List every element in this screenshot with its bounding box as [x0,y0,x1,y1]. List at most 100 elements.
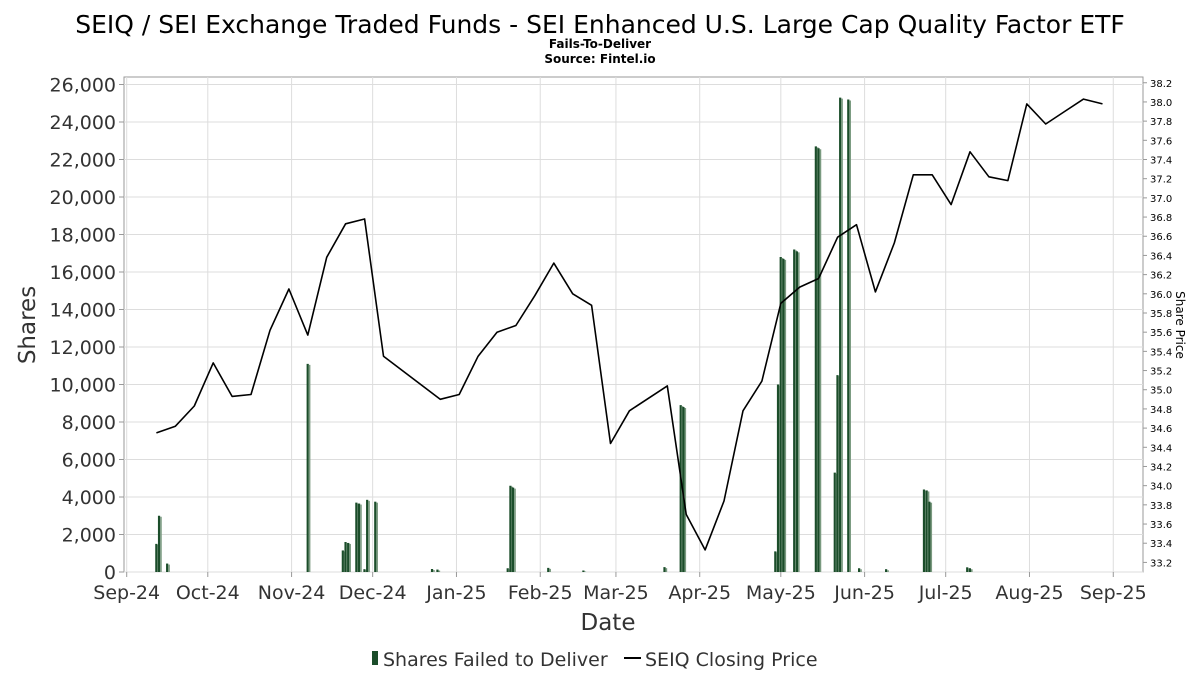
fails-bar [663,567,666,572]
fails-bar [509,485,512,572]
y-axis-label: Shares [15,286,41,364]
fails-bar [357,503,361,572]
x-tick-label: Jan-25 [425,582,486,604]
fails-bar-shade [819,149,822,572]
fails-bar [506,568,509,572]
legend: Shares Failed to Deliver SEIQ Closing Pr… [372,649,818,671]
y-tick-label: 0 [104,562,116,584]
fails-bar-shade [514,488,516,572]
y-tick-label: 24,000 [50,112,116,134]
y-tick-label: 12,000 [50,337,116,359]
fails-bar-shade [971,569,973,572]
fails-bar-shade [684,408,687,572]
y2-tick-label: 37.2 [1150,175,1172,186]
x-tick-label: Sep-25 [1080,582,1147,604]
fails-bar-shade [784,259,787,572]
chart-subtitle: Fails-To-Deliver [549,37,651,51]
y2-tick-label: 33.8 [1150,501,1172,512]
fails-bar-shade [368,500,370,572]
x-tick-label: Sep-24 [93,582,160,604]
x-tick-label: May-25 [746,582,816,604]
fails-bar [833,472,836,572]
fails-bar [782,258,785,572]
x-tick-label: Jul-25 [918,582,973,604]
fails-bar [363,569,366,572]
legend-fails-label: Shares Failed to Deliver [383,649,608,671]
fails-bar-shade [849,100,851,572]
y2-tick-label: 34.8 [1150,405,1172,416]
y2-tick-label: 37.6 [1150,136,1172,147]
y2-tick-label: 34.2 [1150,462,1172,473]
fails-bar [839,97,842,572]
y-tick-label: 8,000 [62,412,116,434]
y2-tick-label: 35.6 [1150,328,1172,339]
y-tick-label: 4,000 [62,487,116,509]
y-tick-label: 18,000 [50,225,116,247]
y2-tick-label: 36.4 [1150,251,1172,262]
fails-bar-shade [433,570,435,572]
fails-bar [682,407,685,572]
fails-bar-shade [308,364,311,572]
fails-bar [347,542,350,572]
fails-bar [344,542,347,572]
y2-tick-label: 38.2 [1150,79,1172,90]
legend-bar-swatch [372,651,378,665]
fails-bar [155,543,158,572]
fails-bar [928,501,931,572]
fails-bar [341,550,344,572]
fails-bar [547,567,550,572]
y2-tick-label: 35.8 [1150,309,1172,320]
fails-bar [793,249,796,572]
fails-bar [582,570,585,572]
fails-bar [679,405,682,572]
y-tick-label: 16,000 [50,262,116,284]
x-tick-label: Jun-25 [833,582,895,604]
y-tick-label: 22,000 [50,150,116,172]
x-tick-label: Nov-24 [258,582,326,604]
fails-bar [774,551,777,572]
y-tick-label: 26,000 [50,75,116,97]
fails-bar [166,563,169,572]
y2-tick-label: 37.8 [1150,117,1172,128]
fails-bar-shade [841,98,843,572]
fails-bar-shade [665,568,668,572]
y2-tick-label: 36.0 [1150,290,1172,301]
fails-bar [817,148,820,572]
y-tick-label: 6,000 [62,450,116,472]
fails-bar-shade [160,516,162,572]
fails-bar [157,515,161,572]
fails-bar-shade [168,564,170,572]
y2-tick-label: 35.0 [1150,386,1172,397]
fails-bar-shade [376,502,378,572]
chart-source: Source: Fintel.io [544,52,655,66]
fails-bar [795,251,799,572]
y2-axis-label: Share Price [1173,291,1187,359]
y2-tick-label: 36.6 [1150,232,1172,243]
fails-bar-shade [438,570,441,572]
y2-tick-label: 34.4 [1150,443,1172,454]
fails-bar [779,257,782,572]
closing-price-line [156,98,1103,551]
y2-tick-label: 35.2 [1150,367,1172,378]
y2-tick-label: 34.6 [1150,424,1172,435]
legend-price-label: SEIQ Closing Price [645,649,818,671]
fails-bar [430,569,434,572]
fails-bar [922,489,926,572]
fails-bar [355,502,358,572]
y2-tick-label: 37.0 [1150,194,1172,205]
y2-tick-label: 38.0 [1150,98,1172,109]
y-tick-label: 10,000 [50,375,116,397]
y2-tick-label: 35.4 [1150,347,1172,358]
y2-tick-label: 33.2 [1150,558,1172,569]
y2-tick-label: 33.6 [1150,520,1172,531]
fails-bar [836,375,839,572]
x-tick-label: Apr-25 [668,582,731,604]
fails-bar-shade [860,569,862,572]
fails-bar [512,487,515,572]
axes: 0 2,000 4,000 6,000 8,000 10,000 12,000 14,000 1… [50,75,1173,605]
fails-bar [436,569,439,572]
fails-bar-shade [584,571,587,572]
fails-bar-shade [798,252,800,572]
fails-bar-shade [360,504,362,572]
